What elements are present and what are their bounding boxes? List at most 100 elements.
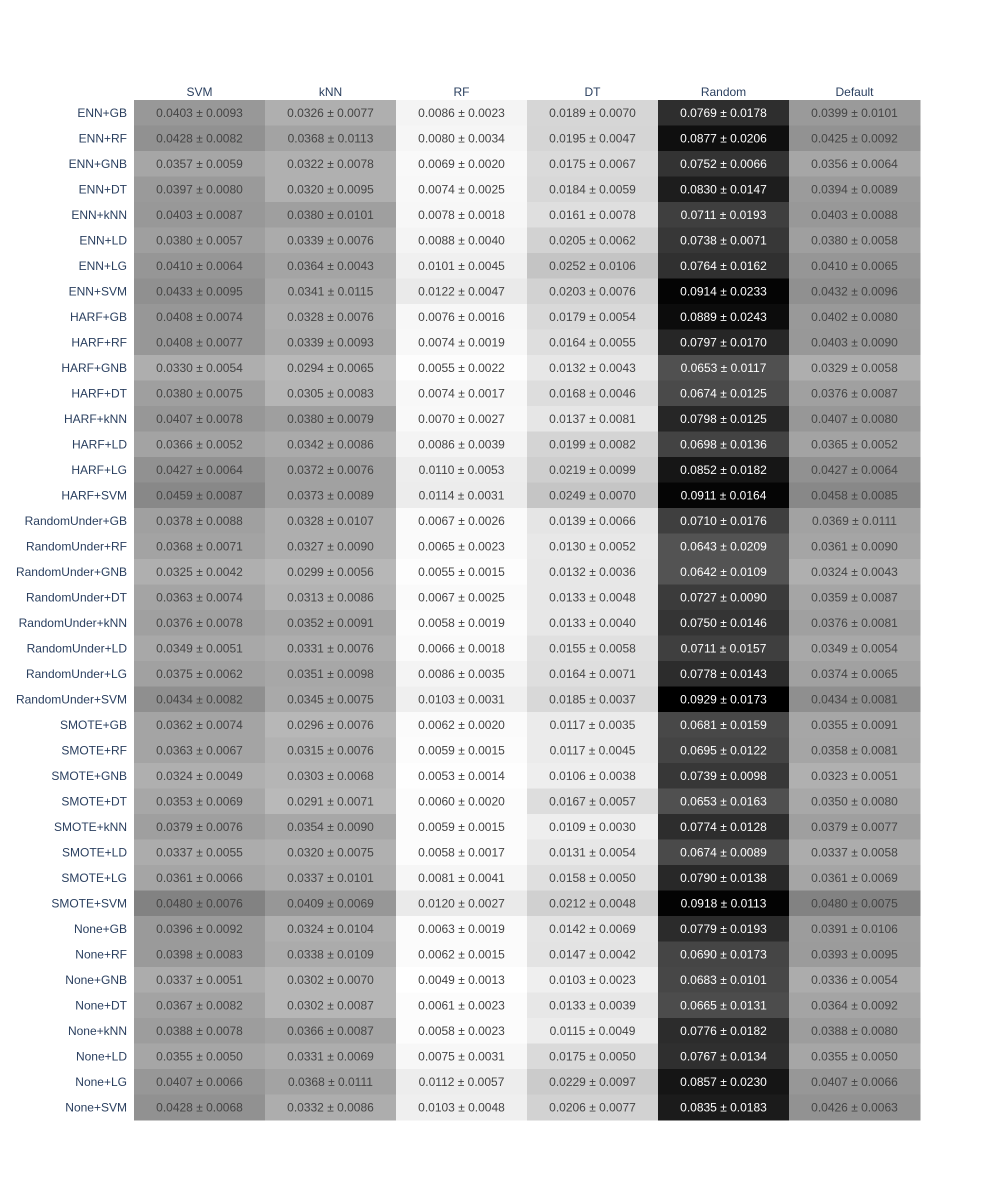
cell-value: 0.0103 ± 0.0031 xyxy=(418,692,505,706)
heatmap-cell xyxy=(265,100,397,126)
cell-value: 0.0205 ± 0.0062 xyxy=(549,233,636,247)
heatmap-cell xyxy=(527,406,659,432)
cell-value: 0.0918 ± 0.0113 xyxy=(681,896,767,910)
cell-value: 0.0642 ± 0.0109 xyxy=(680,565,767,579)
cell-value: 0.0106 ± 0.0038 xyxy=(549,769,636,783)
cell-value: 0.0338 ± 0.0109 xyxy=(287,947,374,961)
heatmap-cell xyxy=(134,227,266,254)
heatmap-cell xyxy=(396,661,528,687)
cell-value: 0.0229 ± 0.0097 xyxy=(549,1075,636,1089)
cell-value: 0.0137 ± 0.0081 xyxy=(549,412,636,426)
heatmap-cell xyxy=(658,406,790,432)
cell-value: 0.0184 ± 0.0059 xyxy=(549,182,636,196)
heatmap-cell xyxy=(396,559,528,585)
heatmap-cell xyxy=(396,482,528,509)
heatmap-cell xyxy=(265,1069,397,1095)
heatmap-cell xyxy=(134,431,266,458)
heatmap-cell xyxy=(265,482,397,509)
heatmap-cell xyxy=(658,916,790,942)
cell-value: 0.0299 ± 0.0056 xyxy=(287,565,374,579)
cell-value: 0.0086 ± 0.0023 xyxy=(418,106,505,120)
cell-value: 0.0059 ± 0.0015 xyxy=(418,820,505,834)
cell-value: 0.0683 ± 0.0101 xyxy=(680,973,767,987)
heatmap-cell xyxy=(658,482,790,509)
cell-value: 0.0302 ± 0.0070 xyxy=(287,973,374,987)
row-label: RandomUnder+LD xyxy=(27,641,128,655)
heatmap-cell xyxy=(527,355,659,381)
heatmap-cell xyxy=(134,406,266,432)
cell-value: 0.0681 ± 0.0159 xyxy=(680,718,767,732)
row-label: ENN+GB xyxy=(77,106,127,120)
heatmap-cell xyxy=(658,788,790,815)
cell-value: 0.0458 ± 0.0085 xyxy=(811,488,898,502)
heatmap-cell xyxy=(527,712,659,738)
cell-value: 0.0168 ± 0.0046 xyxy=(549,386,636,400)
cell-value: 0.0797 ± 0.0170 xyxy=(680,335,767,349)
heatmap-cell xyxy=(134,941,266,968)
cell-value: 0.0303 ± 0.0068 xyxy=(287,769,374,783)
cell-value: 0.0653 ± 0.0163 xyxy=(680,794,767,808)
cell-value: 0.0219 ± 0.0099 xyxy=(549,463,636,477)
cell-value: 0.0164 ± 0.0071 xyxy=(549,667,636,681)
cell-value: 0.0101 ± 0.0045 xyxy=(418,259,505,273)
heatmap-cell xyxy=(396,737,528,764)
row-label: ENN+RF xyxy=(79,131,127,145)
cell-value: 0.0376 ± 0.0087 xyxy=(811,386,898,400)
heatmap-cell xyxy=(658,737,790,764)
cell-value: 0.0380 ± 0.0101 xyxy=(287,208,374,222)
cell-value: 0.0653 ± 0.0117 xyxy=(681,361,767,375)
heatmap-cell xyxy=(134,508,266,534)
cell-value: 0.0363 ± 0.0074 xyxy=(156,590,243,604)
cell-value: 0.0339 ± 0.0076 xyxy=(287,233,374,247)
cell-value: 0.0320 ± 0.0075 xyxy=(287,845,374,859)
cell-value: 0.0328 ± 0.0107 xyxy=(287,514,374,528)
cell-value: 0.0345 ± 0.0075 xyxy=(287,692,374,706)
cell-value: 0.0206 ± 0.0077 xyxy=(549,1100,636,1114)
heatmap-cell xyxy=(396,610,528,636)
heatmap-cell xyxy=(396,202,528,228)
cell-value: 0.0337 ± 0.0058 xyxy=(811,845,898,859)
heatmap-cell xyxy=(527,686,659,713)
heatmap-cell xyxy=(658,686,790,713)
cell-value: 0.0132 ± 0.0036 xyxy=(549,565,636,579)
row-label: HARF+LG xyxy=(71,463,127,477)
cell-value: 0.0302 ± 0.0087 xyxy=(287,998,374,1012)
cell-value: 0.0076 ± 0.0016 xyxy=(418,310,505,324)
heatmap-cell xyxy=(658,151,790,177)
heatmap-cell xyxy=(789,202,921,228)
heatmap-cell xyxy=(134,584,266,611)
heatmap-cell xyxy=(527,788,659,815)
heatmap-cell xyxy=(134,661,266,687)
heatmap-cell xyxy=(134,890,266,917)
row-label: HARF+DT xyxy=(71,386,127,400)
heatmap-cell xyxy=(789,431,921,458)
heatmap-cell xyxy=(265,788,397,815)
cell-value: 0.0336 ± 0.0054 xyxy=(811,973,898,987)
cell-value: 0.0356 ± 0.0064 xyxy=(811,157,898,171)
heatmap-cell xyxy=(658,329,790,356)
row-label: HARF+RF xyxy=(71,335,127,349)
cell-value: 0.0074 ± 0.0019 xyxy=(418,335,505,349)
heatmap-cell xyxy=(527,814,659,840)
cell-value: 0.0403 ± 0.0087 xyxy=(156,208,243,222)
cell-value: 0.0117 ± 0.0035 xyxy=(550,718,636,732)
heatmap-cell xyxy=(527,916,659,942)
cell-value: 0.0199 ± 0.0082 xyxy=(549,437,636,451)
cell-value: 0.0727 ± 0.0090 xyxy=(680,590,767,604)
heatmap-cell xyxy=(527,100,659,126)
cell-value: 0.0427 ± 0.0064 xyxy=(811,463,898,477)
cell-value: 0.0305 ± 0.0083 xyxy=(287,386,374,400)
column-label: DT xyxy=(585,85,602,99)
heatmap-cell xyxy=(265,635,397,662)
heatmap-cell xyxy=(134,916,266,942)
heatmap-cell xyxy=(789,278,921,305)
cell-value: 0.0055 ± 0.0015 xyxy=(418,565,505,579)
cell-value: 0.0408 ± 0.0074 xyxy=(156,310,243,324)
heatmap-cell xyxy=(134,1018,266,1044)
heatmap-cell xyxy=(658,967,790,993)
heatmap-cell xyxy=(396,355,528,381)
heatmap-cell xyxy=(265,457,397,483)
heatmap-cell xyxy=(658,100,790,126)
cell-value: 0.0432 ± 0.0096 xyxy=(811,284,898,298)
cell-value: 0.0379 ± 0.0076 xyxy=(156,820,243,834)
